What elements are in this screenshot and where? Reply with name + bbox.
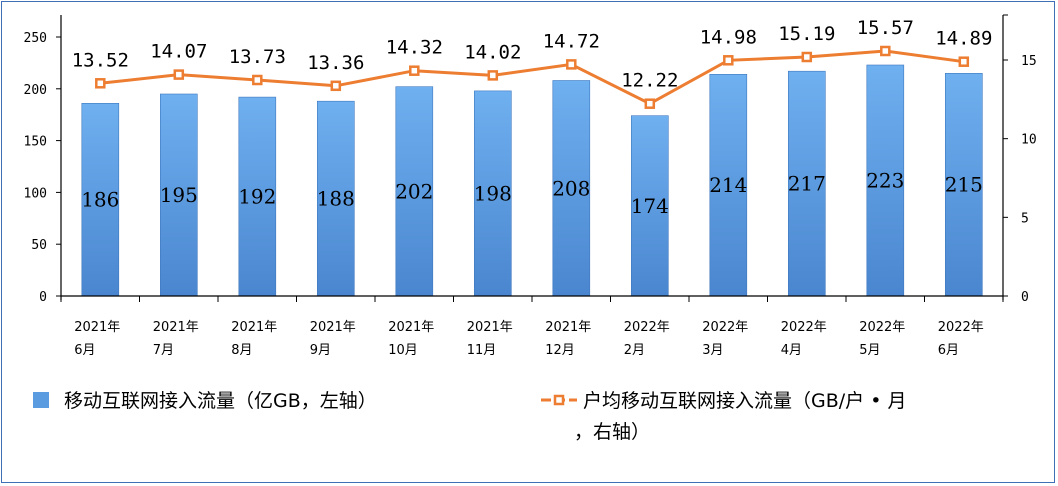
- line-series: [100, 49, 965, 106]
- line-point: [487, 70, 499, 81]
- bar-value-label: 188: [317, 187, 355, 211]
- bar: [81, 103, 120, 297]
- x-tick-label-year: 2022年: [859, 320, 905, 335]
- bar: [552, 80, 591, 297]
- left-tick-label: 200: [24, 83, 47, 98]
- x-tick-label-month: 11月: [467, 343, 497, 358]
- line-layer: [95, 45, 970, 109]
- legend-line-label-2: ，右轴）: [574, 421, 650, 443]
- line-value-label: 14.02: [464, 41, 521, 63]
- right-tick-label: 15: [1021, 54, 1037, 69]
- left-tick-label: 250: [24, 31, 47, 46]
- legend-line-marker: [553, 394, 565, 406]
- bar-value-label: 202: [395, 179, 433, 203]
- line-point: [330, 80, 342, 92]
- line-point: [409, 65, 420, 76]
- line-value-label: 13.73: [229, 46, 286, 68]
- x-tick-label-year: 2021年: [545, 320, 591, 335]
- bar: [395, 86, 434, 297]
- bar-value-label: 217: [788, 172, 826, 196]
- axes-layer: 0 50 100 150 200 250 0 5 10 15 2021年 6月 2021年 7月 2021年…: [24, 14, 1037, 358]
- x-tick-label-month: 10月: [388, 343, 418, 358]
- legend-line-label-1: 户均移动互联网接入流量（GB/户 • 月: [583, 390, 906, 412]
- line-value-label: 14.89: [935, 28, 992, 50]
- line-value-label: 13.36: [307, 52, 364, 74]
- x-tick-label-year: 2021年: [467, 320, 513, 335]
- x-tick-label-year: 2021年: [231, 320, 277, 335]
- left-tick-label: 150: [24, 135, 47, 150]
- left-tick-label: 50: [31, 238, 47, 253]
- line-value-label: 14.72: [543, 30, 600, 52]
- bar-value-label: 186: [81, 188, 119, 212]
- x-tick-label-month: 7月: [153, 343, 174, 358]
- x-tick-label-month: 2月: [624, 343, 645, 358]
- line-value-label: 14.07: [150, 41, 207, 63]
- line-point: [252, 74, 263, 86]
- line-point: [95, 78, 106, 89]
- left-tick-label: 0: [39, 290, 47, 305]
- legend-bar-swatch: [33, 392, 49, 408]
- x-tick-label-month: 4月: [781, 343, 802, 358]
- x-tick-label-month: 6月: [74, 343, 95, 358]
- bar-value-label: 195: [160, 183, 198, 207]
- bar: [709, 74, 748, 297]
- x-tick-label-year: 2022年: [938, 320, 984, 335]
- x-tick-label-month: 6月: [938, 343, 959, 358]
- line-value-label: 14.32: [386, 37, 443, 59]
- x-tick-label-year: 2022年: [781, 320, 827, 335]
- x-tick-label-year: 2022年: [702, 320, 748, 335]
- legend: 移动互联网接入流量（亿GB，左轴） 户均移动互联网接入流量（GB/户 • 月 ，…: [33, 390, 906, 443]
- line-point: [173, 69, 185, 80]
- line-point: [644, 98, 656, 109]
- bar: [160, 93, 198, 297]
- right-tick-label: 0: [1021, 290, 1029, 305]
- x-tick-label-month: 3月: [702, 343, 723, 358]
- x-tick-label-month: 9月: [310, 343, 331, 358]
- x-tick-label-month: 12月: [545, 343, 575, 358]
- bar: [866, 64, 905, 297]
- line-point: [723, 55, 734, 66]
- x-tick-label-year: 2021年: [388, 320, 434, 335]
- bar: [787, 70, 826, 297]
- x-tick-label-month: 5月: [859, 343, 880, 358]
- bar-value-label: 223: [866, 169, 904, 193]
- line-point: [801, 51, 813, 63]
- bar-value-label: 214: [709, 173, 747, 197]
- bar-value-label: 192: [238, 185, 276, 209]
- left-tick-label: 100: [24, 186, 47, 201]
- bar: [944, 73, 983, 297]
- line-value-label: 14.98: [700, 26, 757, 48]
- bar: [316, 100, 355, 297]
- line-point: [880, 45, 891, 57]
- line-point: [566, 59, 577, 70]
- line-value-label: 15.19: [778, 23, 835, 45]
- bar-value-label: 174: [631, 194, 669, 218]
- bar-value-label: 215: [945, 173, 983, 197]
- right-tick-label: 10: [1021, 133, 1037, 148]
- line-value-label: 12.22: [621, 70, 678, 92]
- bars-layer: [81, 64, 983, 297]
- bar-value-label: 198: [474, 181, 512, 205]
- labels-layer: 186 195 192 188 202 198 208 174 214 217 223 215 13.5…: [72, 17, 993, 218]
- legend-bar-label: 移动互联网接入流量（亿GB，左轴）: [64, 390, 377, 412]
- x-tick-label-month: 8月: [231, 343, 252, 358]
- x-tick-label-year: 2021年: [153, 320, 199, 335]
- x-tick-label-year: 2022年: [624, 320, 670, 335]
- bar-value-label: 208: [552, 176, 590, 200]
- line-value-label: 13.52: [72, 49, 129, 71]
- bar: [238, 96, 277, 297]
- right-tick-label: 5: [1021, 211, 1029, 226]
- x-tick-label-year: 2021年: [310, 320, 356, 335]
- line-value-label: 15.57: [857, 17, 914, 39]
- line-point: [958, 56, 970, 67]
- x-tick-label-year: 2021年: [74, 320, 120, 335]
